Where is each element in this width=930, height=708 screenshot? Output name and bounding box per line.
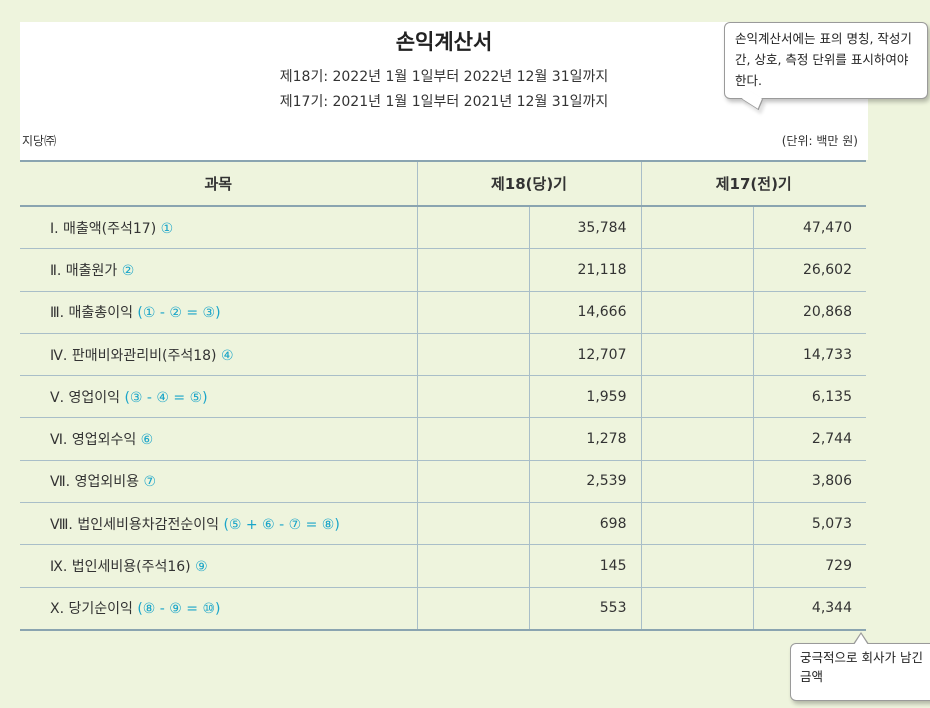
row-value-17: 3,806 <box>752 459 866 504</box>
row-value-17: 20,868 <box>752 290 866 334</box>
row-spacer-18 <box>416 290 529 334</box>
row-label: Ⅸ. 법인세비용(주석16) ⑨ <box>20 544 417 588</box>
header-item: 과목 <box>20 160 417 207</box>
table-row: Ⅰ. 매출액(주석17) ① 35,784 47,470 <box>20 205 866 250</box>
callout-statement-requirements: 손익계산서에는 표의 명칭, 작성기간, 상호, 측정 단위를 표시하여야 한다… <box>724 22 928 99</box>
row-spacer-17 <box>640 205 753 250</box>
row-value-18: 14,666 <box>528 290 641 334</box>
row-spacer-18 <box>416 417 529 461</box>
row-formula: ① <box>160 220 174 237</box>
table-header-row: 과목 제18(당)기 제17(전)기 <box>20 160 866 207</box>
row-formula: (⑤ + ⑥ - ⑦ = ⑧) <box>223 516 340 533</box>
row-formula: (⑧ - ⑨ = ⑩) <box>137 601 221 618</box>
row-label-text: Ⅱ. 매출원가 <box>50 262 122 279</box>
row-spacer-17 <box>640 586 753 631</box>
row-label-text: Ⅰ. 매출액(주석17) <box>50 220 161 237</box>
income-statement-table: 과목 제18(당)기 제17(전)기 Ⅰ. 매출액(주석17) ① 35,784 4… <box>20 160 866 631</box>
row-label: Ⅷ. 법인세비용차감전순이익 (⑤ + ⑥ - ⑦ = ⑧) <box>20 502 417 546</box>
row-value-17: 47,470 <box>752 205 866 250</box>
row-label-text: Ⅳ. 판매비와관리비(주석18) <box>50 347 221 364</box>
row-label: Ⅹ. 당기순이익 (⑧ - ⑨ = ⑩) <box>20 586 417 631</box>
table-row: Ⅹ. 당기순이익 (⑧ - ⑨ = ⑩) 553 4,344 <box>20 586 866 631</box>
table-row: Ⅷ. 법인세비용차감전순이익 (⑤ + ⑥ - ⑦ = ⑧) 698 5,073 <box>20 502 866 546</box>
row-value-18: 1,959 <box>528 375 641 419</box>
row-formula: ④ <box>220 347 234 364</box>
row-value-18: 12,707 <box>528 332 641 377</box>
table-row: Ⅱ. 매출원가 ② 21,118 26,602 <box>20 248 866 292</box>
row-spacer-17 <box>640 417 753 461</box>
row-value-17: 5,073 <box>752 502 866 546</box>
row-value-17: 729 <box>752 544 866 588</box>
period-18: 제18기: 2022년 1월 1일부터 2022년 12월 31일까지 <box>279 69 609 85</box>
row-label-text: Ⅶ. 영업외비용 <box>50 474 144 491</box>
row-formula: ⑥ <box>140 432 154 449</box>
row-value-18: 2,539 <box>528 459 641 504</box>
table-row: Ⅳ. 판매비와관리비(주석18) ④ 12,707 14,733 <box>20 332 866 377</box>
row-spacer-17 <box>640 544 753 588</box>
row-formula: ② <box>121 262 135 279</box>
row-value-17: 26,602 <box>752 248 866 292</box>
row-label: Ⅳ. 판매비와관리비(주석18) ④ <box>20 332 417 377</box>
row-formula: ⑨ <box>195 559 208 576</box>
callout-net-income: 궁극적으로 회사가 남긴 금액 <box>790 632 930 701</box>
row-value-17: 14,733 <box>752 332 866 377</box>
row-value-18: 145 <box>528 544 641 588</box>
row-label: Ⅱ. 매출원가 ② <box>20 248 417 292</box>
row-spacer-17 <box>640 459 753 504</box>
row-value-18: 698 <box>528 502 641 546</box>
period-17: 제17기: 2021년 1월 1일부터 2021년 12월 31일까지 <box>279 94 609 110</box>
row-label-text: Ⅵ. 영업외수익 <box>50 432 141 449</box>
row-label: Ⅵ. 영업외수익 ⑥ <box>20 417 417 461</box>
row-spacer-18 <box>416 248 529 292</box>
row-label: Ⅲ. 매출총이익 (① - ② = ③) <box>20 290 417 334</box>
company-name: 지당㈜ <box>22 134 57 148</box>
row-value-17: 6,135 <box>752 375 866 419</box>
table-row: Ⅴ. 영업이익 (③ - ④ = ⑤) 1,959 6,135 <box>20 375 866 419</box>
row-value-17: 2,744 <box>752 417 866 461</box>
table-row: Ⅲ. 매출총이익 (① - ② = ③) 14,666 20,868 <box>20 290 866 334</box>
row-label-text: Ⅷ. 법인세비용차감전순이익 <box>50 516 224 533</box>
row-spacer-17 <box>640 375 753 419</box>
row-spacer-18 <box>416 332 529 377</box>
row-spacer-17 <box>640 290 753 334</box>
row-spacer-17 <box>640 332 753 377</box>
row-label: Ⅶ. 영업외비용 ⑦ <box>20 459 417 504</box>
row-label-text: Ⅲ. 매출총이익 <box>50 305 138 322</box>
page-title: 손익계산서 <box>395 30 493 54</box>
row-value-18: 35,784 <box>528 205 641 250</box>
table-row: Ⅵ. 영업외수익 ⑥ 1,278 2,744 <box>20 417 866 461</box>
row-formula: (③ - ④ = ⑤) <box>124 389 208 406</box>
header-col17: 제17(전)기 <box>640 160 866 207</box>
row-spacer-17 <box>640 502 753 546</box>
row-value-18: 1,278 <box>528 417 641 461</box>
row-spacer-18 <box>416 502 529 546</box>
row-value-18: 21,118 <box>528 248 641 292</box>
row-spacer-17 <box>640 248 753 292</box>
row-value-18: 553 <box>528 586 641 631</box>
row-formula: (① - ② = ③) <box>137 305 221 322</box>
row-formula: ⑦ <box>143 474 156 491</box>
row-label: Ⅰ. 매출액(주석17) ① <box>20 205 417 250</box>
unit-label: (단위: 백만 원) <box>781 134 858 148</box>
row-label-text: Ⅹ. 당기순이익 <box>50 601 138 618</box>
row-spacer-18 <box>416 205 529 250</box>
table-row: Ⅸ. 법인세비용(주석16) ⑨ 145 729 <box>20 544 866 588</box>
row-spacer-18 <box>416 586 529 631</box>
row-value-17: 4,344 <box>752 586 866 631</box>
row-spacer-18 <box>416 375 529 419</box>
header-col18: 제18(당)기 <box>416 160 641 207</box>
table-row: Ⅶ. 영업외비용 ⑦ 2,539 3,806 <box>20 459 866 504</box>
row-label-text: Ⅴ. 영업이익 <box>50 389 125 406</box>
row-spacer-18 <box>416 459 529 504</box>
row-spacer-18 <box>416 544 529 588</box>
row-label: Ⅴ. 영업이익 (③ - ④ = ⑤) <box>20 375 417 419</box>
row-label-text: Ⅸ. 법인세비용(주석16) <box>50 559 196 576</box>
